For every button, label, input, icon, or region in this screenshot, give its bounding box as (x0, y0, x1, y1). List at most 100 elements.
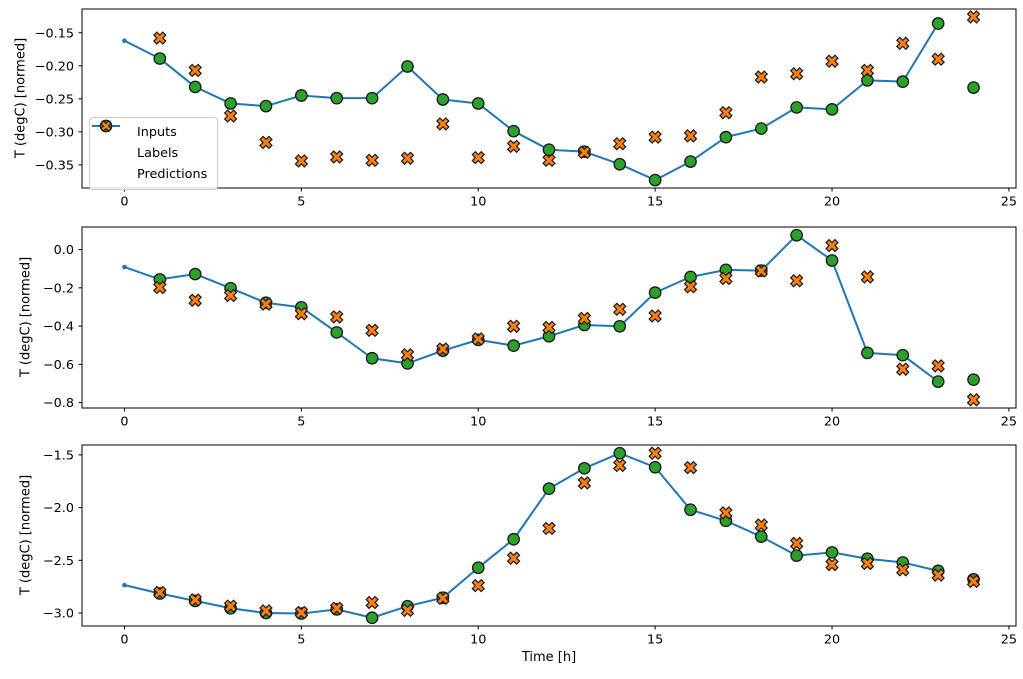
inputs-point-marker (122, 582, 127, 588)
labels-marker (259, 99, 273, 113)
predictions-marker (825, 238, 839, 253)
predictions-marker (188, 63, 203, 78)
labels-marker (684, 270, 697, 284)
predictions-marker (683, 460, 698, 475)
y-tick-label: −0.20 (35, 59, 74, 74)
y-tick-label: −0.35 (35, 158, 74, 173)
inputs-line (123, 234, 940, 383)
labels-marker (471, 561, 485, 575)
y-tick-label: −0.8 (43, 396, 74, 411)
predictions-marker (223, 599, 238, 613)
predictions-marker (719, 105, 733, 120)
predictions-marker (471, 332, 486, 346)
y-tick-label: 0.0 (54, 243, 74, 258)
predictions-marker (294, 154, 309, 168)
labels-marker (754, 530, 768, 543)
x-tick-label: 10 (470, 195, 486, 210)
predictions-marker (471, 150, 486, 165)
predictions-marker (648, 446, 662, 461)
predictions-marker (400, 603, 415, 618)
predictions-marker (542, 153, 556, 168)
predictions-marker (860, 63, 875, 78)
labels-marker (613, 319, 627, 333)
predictions-marker (329, 150, 344, 164)
labels-marker (648, 286, 662, 299)
predictions-marker (577, 311, 592, 326)
predictions-marker (825, 557, 839, 572)
labels-marker (896, 348, 910, 362)
labels-marker (578, 461, 591, 475)
predictions-marker (683, 279, 698, 294)
labels-marker (507, 532, 520, 546)
inputs-point-marker (122, 38, 127, 44)
predictions-marker (542, 320, 556, 335)
predictions-marker (754, 70, 769, 84)
predictions-marker (542, 521, 556, 536)
y-tick-label: −2.0 (43, 501, 74, 516)
labels-marker (188, 80, 202, 94)
predictions-marker (577, 145, 592, 160)
predictions-marker (860, 270, 875, 284)
x-tick-label: 15 (647, 415, 663, 430)
labels-marker (648, 173, 662, 187)
predictions-marker (400, 348, 415, 362)
labels-marker (861, 346, 874, 360)
legend-label-labels: Labels (137, 145, 179, 161)
x-tick-label: 0 (120, 633, 128, 648)
predictions-marker (931, 359, 945, 373)
labels-marker (224, 97, 237, 110)
x-tick-label: 10 (470, 633, 486, 648)
labels-marker (825, 254, 839, 267)
predictions-marker (506, 319, 521, 334)
labels-marker (188, 267, 202, 281)
labels-marker (790, 549, 804, 562)
x-tick-label: 20 (824, 195, 840, 210)
y-tick-label: −0.30 (35, 125, 74, 140)
labels-marker (365, 611, 379, 625)
labels-marker (613, 157, 627, 171)
predictions-marker (648, 130, 662, 144)
predictions-marker (895, 563, 910, 577)
labels-marker (330, 326, 344, 339)
x-tick-label: 5 (297, 633, 305, 648)
labels-marker (507, 124, 520, 138)
predictions-marker (966, 574, 981, 589)
labels-marker (825, 103, 839, 116)
labels-circle-swatch (97, 119, 129, 162)
y-tick-label: −3.0 (43, 607, 74, 622)
predictions-marker (436, 591, 450, 606)
predictions-marker (789, 536, 804, 551)
predictions-marker (648, 309, 662, 323)
x-tick-label: 25 (1001, 195, 1017, 210)
ylabel-subplot-2: T (degC) [normed] (18, 256, 34, 378)
labels-marker (542, 482, 556, 495)
predictions-marker (612, 458, 627, 473)
labels-marker (790, 101, 804, 114)
labels-marker (719, 130, 733, 144)
labels-marker (330, 91, 344, 105)
predictions-marker (683, 129, 698, 143)
predictions-marker (365, 595, 379, 610)
labels-marker (931, 375, 945, 388)
x-tick-label: 20 (824, 415, 840, 430)
x-tick-label: 0 (120, 415, 128, 430)
predictions-marker (966, 10, 981, 24)
predictions-marker (329, 601, 344, 616)
predictions-marker (153, 280, 167, 295)
y-tick-label: −0.15 (35, 26, 74, 41)
labels-marker (754, 122, 768, 135)
labels-marker (790, 228, 804, 242)
x-tick-label: 25 (1001, 633, 1017, 648)
legend-item-labels: Labels (97, 119, 207, 164)
predictions-marker (188, 293, 203, 308)
predictions-marker (789, 273, 804, 288)
predictions-x-swatch (97, 120, 129, 183)
labels-marker (684, 503, 697, 517)
predictions-marker (436, 342, 450, 356)
labels-marker (648, 460, 662, 474)
y-tick-label: −0.2 (43, 281, 74, 296)
x-tick-label: 15 (647, 633, 663, 648)
legend-label-inputs: Inputs (137, 124, 177, 140)
x-tick-label: 5 (297, 415, 305, 430)
